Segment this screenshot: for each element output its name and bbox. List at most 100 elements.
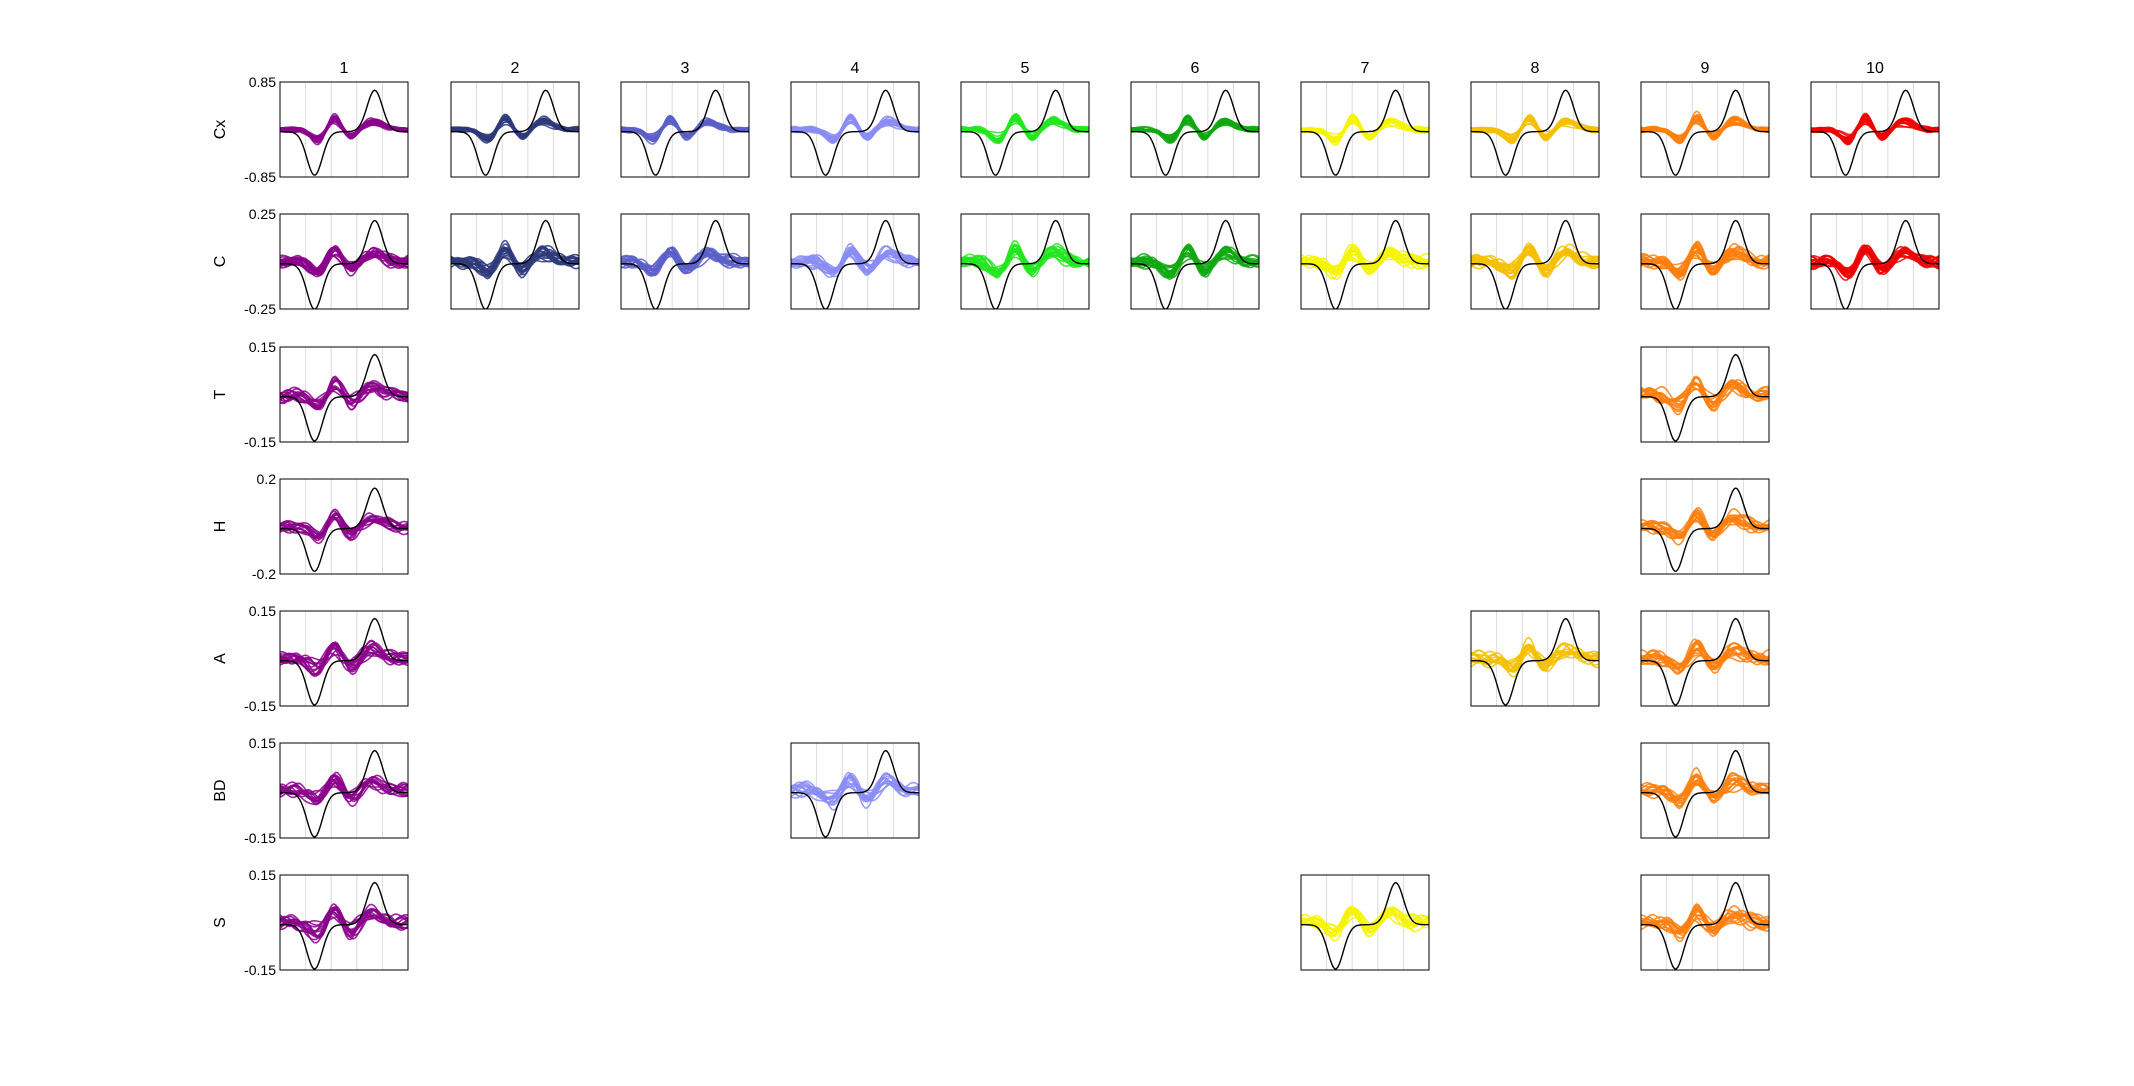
panel (1810, 213, 1940, 310)
trace-line (280, 771, 408, 805)
panel (1640, 874, 1770, 971)
reference-line (280, 219, 408, 309)
panel-frame (1130, 81, 1260, 178)
trace-line (1301, 117, 1429, 142)
panel (790, 213, 920, 310)
reference-line (1471, 219, 1599, 309)
reference-line (791, 89, 919, 176)
panel (1470, 81, 1600, 178)
y-tick-label: 0.15 (249, 867, 276, 883)
trace-line (1641, 653, 1769, 668)
panel-frame (1640, 610, 1770, 707)
trace-line (1301, 907, 1429, 933)
panel-frame (1640, 742, 1770, 839)
panel-frame (1300, 874, 1430, 971)
trace-line (280, 903, 408, 934)
column-title: 8 (1531, 60, 1540, 77)
panel-frame (1470, 213, 1600, 310)
panel-frame (1640, 81, 1770, 178)
trace-line (1301, 117, 1429, 142)
trace-line (1471, 247, 1599, 271)
y-tick-label: -0.85 (244, 169, 276, 185)
column-title: 10 (1866, 60, 1884, 77)
trace-line (1471, 647, 1599, 668)
reference-line (280, 881, 408, 970)
panel (279, 742, 409, 839)
panel-frame (450, 213, 580, 310)
trace-line (1641, 387, 1769, 407)
trace-line (1641, 242, 1769, 279)
panel-frame (960, 213, 1090, 310)
reference-line (1131, 219, 1259, 309)
column-title: 1 (340, 60, 349, 77)
reference-line (451, 219, 579, 309)
trace-line (1301, 252, 1429, 272)
reference-line (280, 89, 408, 176)
trace-line (451, 249, 579, 272)
reference-line (1641, 353, 1769, 442)
panel (1640, 742, 1770, 839)
trace-line (1131, 116, 1259, 141)
y-tick-label: -0.25 (244, 301, 276, 317)
trace-line (280, 780, 408, 801)
reference-line (280, 749, 408, 838)
reference-line (280, 353, 408, 442)
panel (1640, 610, 1770, 707)
reference-line (1641, 89, 1769, 176)
panel-frame (1640, 874, 1770, 971)
panel-frame (450, 81, 580, 178)
panel-frame (1470, 81, 1600, 178)
y-tick-label: 0.25 (249, 206, 276, 222)
reference-line (451, 89, 579, 176)
row-label: H (212, 521, 229, 533)
trace-line (791, 250, 919, 279)
panel (1640, 213, 1770, 310)
reference-line (961, 89, 1089, 176)
y-tick-label: -0.15 (244, 434, 276, 450)
trace-line (1641, 652, 1769, 666)
trace-line (1641, 382, 1769, 405)
trace-line (621, 116, 749, 143)
panel-frame (790, 213, 920, 310)
panel-frame (620, 81, 750, 178)
panel (279, 346, 409, 443)
trace-line (1811, 252, 1939, 271)
trace-line (451, 247, 579, 273)
panel-frame (279, 874, 409, 971)
trace-line (791, 782, 919, 800)
trace-line (621, 122, 749, 136)
reference-line (280, 617, 408, 706)
trace-line (1641, 646, 1769, 669)
trace-line (1641, 642, 1769, 674)
trace-line (1131, 247, 1259, 277)
panel-frame (1130, 213, 1260, 310)
panel (450, 81, 580, 178)
panel (1640, 478, 1770, 575)
panel (1130, 81, 1260, 178)
trace-line (1471, 643, 1599, 665)
column-title: 5 (1021, 60, 1030, 77)
trace-line (1301, 909, 1429, 937)
trace-line (1641, 516, 1769, 536)
trace-line (1301, 906, 1429, 933)
column-title: 2 (511, 60, 520, 77)
trace-line (280, 252, 408, 275)
column-title: 9 (1701, 60, 1710, 77)
panel (790, 81, 920, 178)
trace-line (1641, 515, 1769, 541)
panel (960, 213, 1090, 310)
panel (279, 213, 409, 310)
reference-line (621, 89, 749, 176)
column-title: 7 (1361, 60, 1370, 77)
trace-line (961, 245, 1089, 276)
panel (1300, 213, 1430, 310)
panel-frame (279, 610, 409, 707)
y-tick-label: 0.85 (249, 74, 276, 90)
trace-line (1471, 119, 1599, 139)
trace-line (1641, 115, 1769, 141)
reference-line (1301, 89, 1429, 176)
column-title: 6 (1191, 60, 1200, 77)
row-label: S (212, 917, 229, 928)
panel (1470, 610, 1600, 707)
